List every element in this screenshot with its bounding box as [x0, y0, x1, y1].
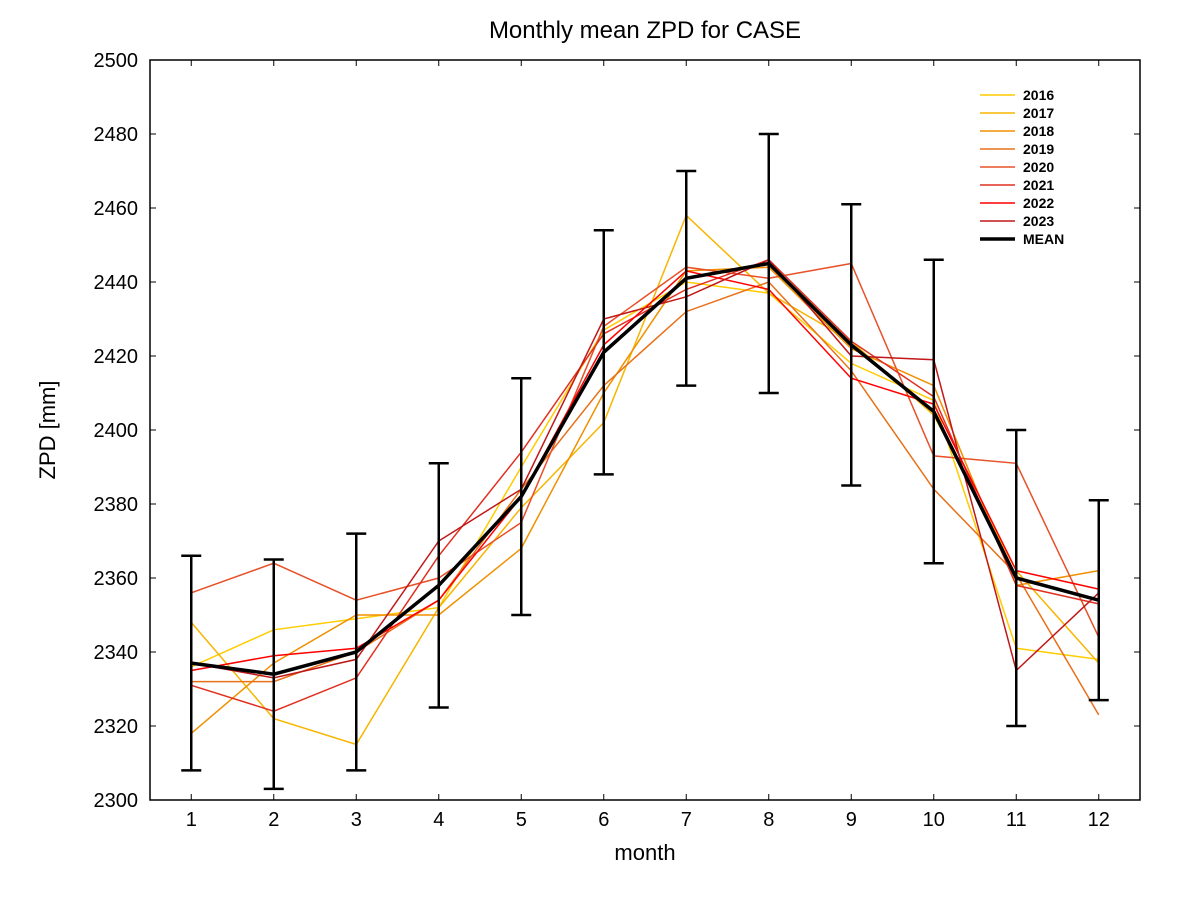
x-tick-label: 11	[1006, 809, 1027, 831]
legend-label: 2023	[1023, 213, 1054, 229]
x-tick-label: 3	[351, 809, 362, 831]
x-tick-label: 7	[681, 809, 692, 831]
legend-label: 2020	[1023, 159, 1054, 175]
legend-label: 2017	[1023, 105, 1054, 121]
legend-label: 2021	[1023, 177, 1054, 193]
y-tick-label: 2360	[94, 568, 139, 590]
y-tick-label: 2440	[94, 272, 139, 294]
line-chart: 1234567891011122300232023402360238024002…	[0, 0, 1201, 901]
y-tick-label: 2500	[94, 50, 139, 72]
x-tick-label: 12	[1088, 809, 1110, 831]
x-tick-label: 4	[433, 809, 444, 831]
x-tick-label: 2	[268, 809, 279, 831]
chart-title: Monthly mean ZPD for CASE	[489, 17, 801, 44]
legend-label: 2018	[1023, 123, 1054, 139]
x-tick-label: 1	[186, 809, 197, 831]
legend-label: 2016	[1023, 87, 1054, 103]
y-tick-label: 2480	[94, 124, 139, 146]
x-axis-label: month	[614, 840, 675, 865]
chart-background	[0, 0, 1201, 901]
y-tick-label: 2460	[94, 198, 139, 220]
x-tick-label: 8	[763, 809, 774, 831]
y-tick-label: 2320	[94, 716, 139, 738]
legend-label: 2019	[1023, 141, 1054, 157]
y-tick-label: 2340	[94, 642, 139, 664]
legend-label: MEAN	[1023, 231, 1064, 247]
y-tick-label: 2380	[94, 494, 139, 516]
x-tick-label: 5	[516, 809, 527, 831]
y-tick-label: 2300	[94, 790, 139, 812]
x-tick-label: 10	[923, 809, 945, 831]
legend-label: 2022	[1023, 195, 1054, 211]
x-tick-label: 6	[598, 809, 609, 831]
chart-container: 1234567891011122300232023402360238024002…	[0, 0, 1201, 901]
y-axis-label: ZPD [mm]	[35, 381, 60, 480]
y-tick-label: 2400	[94, 420, 139, 442]
x-tick-label: 9	[846, 809, 857, 831]
y-tick-label: 2420	[94, 346, 139, 368]
